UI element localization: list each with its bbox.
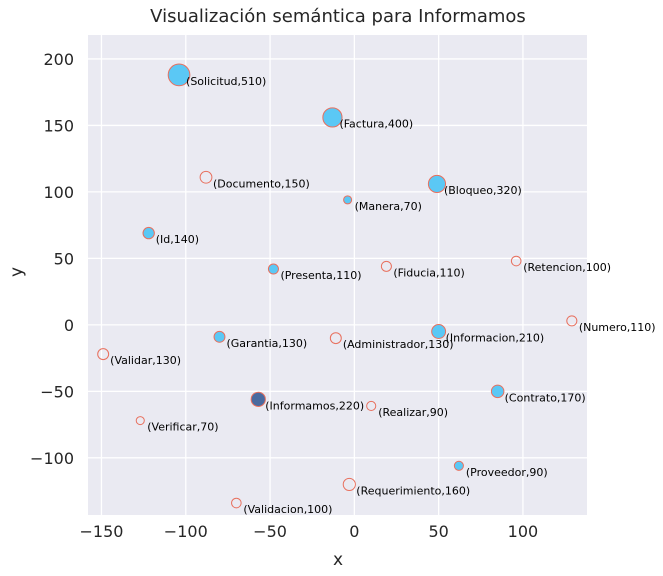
y-tick-label: −100 (30, 449, 74, 468)
point-labels: (Solicitud,510) (Factura,400) (Documento,1… (110, 75, 655, 516)
x-tick-label: −50 (253, 522, 287, 541)
point-informacion (431, 324, 447, 339)
point-proveedor (453, 460, 464, 471)
x-tick-label: 0 (349, 522, 359, 541)
point-label-solicitud: (Solicitud,510) (186, 75, 266, 88)
x-tick-label: −150 (80, 522, 124, 541)
point-bloqueo (427, 174, 447, 194)
point-label-contrato: (Contrato,170) (505, 391, 586, 404)
point-informamos (250, 391, 266, 407)
point-retencion (510, 255, 522, 267)
y-tick-label: 150 (43, 116, 74, 135)
y-tick-labels: −100 −50 0 50 100 150 200 (30, 50, 74, 468)
point-label-presenta: (Presenta,110) (280, 269, 361, 282)
point-solicitud (167, 63, 191, 87)
x-tick-label: −100 (164, 522, 208, 541)
point-label-retencion: (Retencion,100) (523, 261, 611, 274)
y-tick-label: −50 (40, 382, 74, 401)
grid-lines (88, 35, 587, 515)
y-tick-label: 100 (43, 183, 74, 202)
point-label-validar: (Validar,130) (110, 354, 181, 367)
point-garantia (213, 330, 226, 343)
y-axis-label: y (7, 267, 27, 277)
point-requerimiento (342, 477, 356, 491)
point-label-requerimiento: (Requerimiento,160) (356, 484, 470, 497)
point-label-bloqueo: (Bloqueo,320) (444, 184, 522, 197)
point-numero (566, 315, 578, 327)
y-tick-label: 200 (43, 50, 74, 69)
x-axis-label: x (333, 550, 343, 570)
y-tick-label: 0 (64, 316, 74, 335)
point-validacion (231, 497, 242, 509)
point-fiducia (380, 260, 392, 272)
point-label-fiducia: (Fiducia,110) (393, 266, 464, 279)
point-label-informacion: (Informacion,210) (446, 332, 544, 345)
x-tick-label: 50 (428, 522, 448, 541)
chart-title: Visualización semántica para Informamos (150, 6, 526, 27)
point-label-informamos: (Informamos,220) (265, 399, 364, 412)
point-label-garantia: (Garantia,130) (226, 337, 307, 350)
point-validar (97, 348, 110, 361)
point-manera (343, 195, 353, 205)
point-label-numero: (Numero,110) (579, 321, 656, 334)
point-realizar (366, 400, 377, 412)
point-administrador (329, 332, 342, 345)
point-id (142, 226, 155, 240)
point-factura (322, 107, 343, 128)
point-label-validacion: (Validacion,100) (243, 503, 332, 516)
point-label-administrador: (Administrador,130) (343, 338, 454, 351)
point-label-documento: (Documento,150) (213, 177, 310, 190)
point-label-verificar: (Verificar,70) (147, 421, 218, 434)
x-tick-labels: −150 −100 −50 0 50 100 (80, 522, 539, 541)
point-verificar (135, 416, 145, 426)
data-points (97, 63, 578, 509)
point-label-factura: (Factura,400) (339, 117, 413, 130)
point-contrato (490, 384, 505, 399)
point-presenta (267, 263, 279, 275)
point-label-id: (Id,140) (156, 233, 199, 246)
point-documento (199, 170, 213, 184)
x-tick-label: 100 (508, 522, 539, 541)
point-label-proveedor: (Proveedor,90) (466, 466, 548, 479)
point-label-manera: (Manera,70) (355, 200, 422, 213)
point-label-realizar: (Realizar,90) (378, 406, 448, 419)
y-tick-label: 50 (54, 249, 74, 268)
